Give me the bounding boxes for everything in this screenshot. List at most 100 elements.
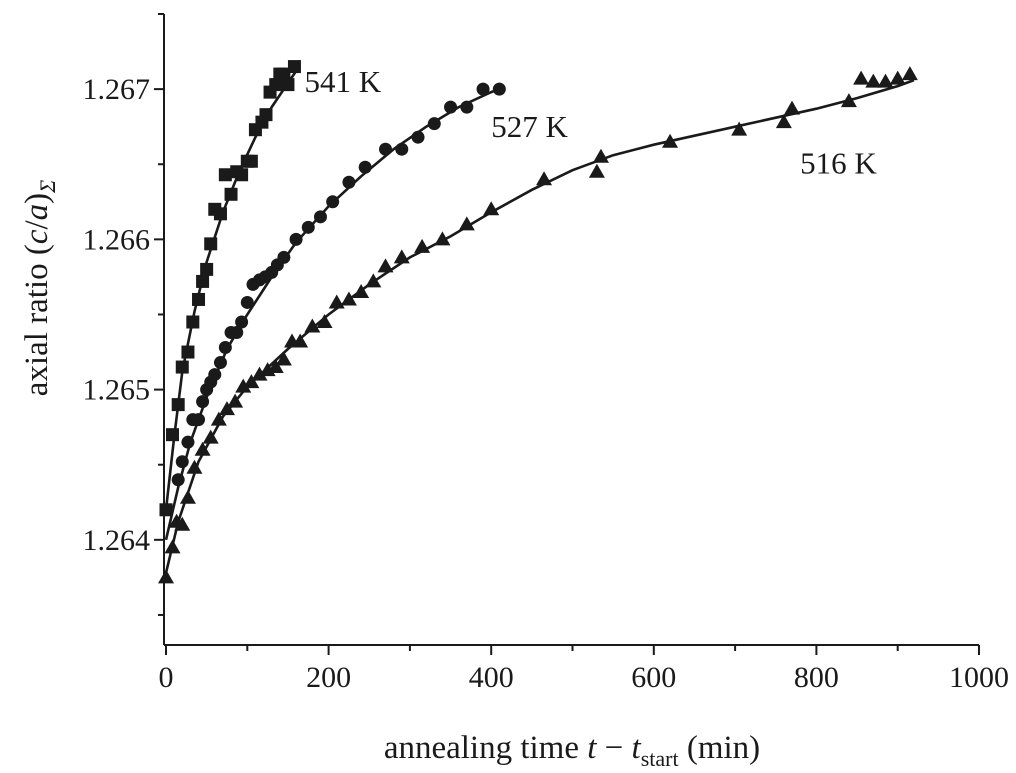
x-tick-label: 600	[631, 661, 676, 694]
data-point-541-k	[281, 78, 295, 92]
data-point-541-k	[224, 187, 238, 201]
data-point-516-k	[775, 114, 792, 129]
data-point-516-k	[889, 70, 906, 85]
data-point-516-k	[901, 66, 918, 81]
data-point-516-k	[235, 378, 252, 393]
x-tick-label: 400	[469, 661, 514, 694]
fit-curve-527-k	[164, 86, 504, 541]
data-point-541-k	[277, 67, 291, 81]
data-point-516-k	[865, 73, 882, 88]
data-point-516-k	[592, 148, 609, 163]
data-point-541-k	[204, 237, 218, 251]
data-point-527-k	[277, 250, 291, 264]
data-point-527-k	[218, 341, 232, 355]
data-point-516-k	[877, 73, 894, 88]
y-ticks: 1.264 1.265 1.266 1.267	[83, 13, 164, 616]
data-point-516-k	[731, 121, 748, 136]
data-point-516-k	[251, 366, 268, 381]
data-point-541-k	[269, 78, 283, 92]
x-tick-label: 1000	[949, 661, 1009, 694]
data-point-516-k	[434, 231, 451, 246]
y-title-a: a	[19, 204, 55, 221]
data-point-516-k	[194, 441, 211, 456]
data-point-516-k	[218, 401, 235, 416]
data-point-516-k	[414, 238, 431, 253]
data-point-516-k	[393, 249, 410, 264]
data-point-541-k	[235, 168, 249, 182]
data-point-527-k	[476, 82, 490, 96]
data-point-541-k	[159, 503, 173, 517]
data-point-541-k	[218, 168, 232, 182]
data-point-527-k	[379, 142, 393, 156]
axes: 0 200 400 600 800 1000 1.264 1.265 1.266 1.267	[83, 13, 1009, 694]
data-point-516-k	[588, 163, 605, 178]
data-point-516-k	[458, 216, 475, 231]
data-point-516-k	[292, 333, 309, 348]
x-title-minus: −	[596, 730, 631, 766]
y-tick-label: 1.264	[83, 524, 151, 557]
data-point-527-k	[235, 315, 249, 329]
data-point-541-k	[287, 60, 301, 74]
data-point-541-k	[186, 315, 200, 329]
data-point-516-k	[304, 318, 321, 333]
data-point-527-k	[208, 368, 222, 382]
data-point-516-k	[377, 258, 394, 273]
data-point-527-k	[342, 175, 356, 189]
y-title-sub: Σ	[35, 180, 60, 194]
data-point-527-k	[411, 130, 425, 144]
data-point-527-k	[181, 435, 195, 449]
data-point-527-k	[313, 210, 327, 224]
data-point-541-k	[171, 398, 185, 412]
data-point-516-k	[483, 201, 500, 216]
data-point-527-k	[358, 160, 372, 174]
data-point-527-k	[289, 232, 303, 246]
data-point-516-k	[784, 100, 801, 115]
data-point-527-k	[192, 413, 206, 427]
data-point-516-k	[662, 133, 679, 148]
x-title-unit: (min)	[679, 730, 761, 766]
data-point-516-k	[267, 359, 284, 374]
y-tick-label: 1.265	[83, 374, 151, 407]
data-point-527-k	[171, 473, 185, 487]
data-point-541-k	[166, 428, 180, 442]
x-title-sub: start	[641, 746, 679, 771]
data-point-527-k	[492, 82, 506, 96]
data-point-516-k	[174, 516, 191, 531]
data-point-527-k	[196, 395, 210, 409]
x-tick-label: 200	[306, 661, 351, 694]
data-point-527-k	[240, 295, 254, 309]
data-point-516-k	[275, 351, 292, 366]
data-point-541-k	[244, 154, 258, 168]
data-point-516-k	[227, 393, 244, 408]
y-title-slash: /	[19, 220, 55, 230]
data-point-541-k	[192, 292, 206, 306]
data-point-527-k	[230, 326, 244, 340]
data-point-516-k	[536, 171, 553, 186]
y-title-main: axial ratio (	[19, 244, 55, 396]
series-label-527-k: 527 K	[491, 109, 568, 144]
data-point-527-k	[326, 195, 340, 209]
y-title-close: )	[19, 193, 55, 204]
data-point-527-k	[301, 220, 315, 234]
data-point-527-k	[175, 455, 189, 469]
x-tick-label: 800	[794, 661, 839, 694]
data-point-516-k	[179, 489, 196, 504]
data-point-516-k	[202, 429, 219, 444]
data-point-516-k	[164, 539, 181, 554]
data-point-516-k	[840, 93, 857, 108]
data-point-541-k	[181, 345, 195, 359]
y-tick-label: 1.267	[83, 73, 151, 106]
data-point-541-k	[196, 274, 210, 288]
data-point-516-k	[340, 291, 357, 306]
x-ticks: 0 200 400 600 800 1000	[159, 645, 1009, 694]
y-title-c: c	[19, 229, 55, 244]
data-point-516-k	[353, 283, 370, 298]
data-point-516-k	[186, 459, 203, 474]
series-label-541-k: 541 K	[304, 64, 381, 99]
data-point-527-k	[444, 100, 458, 114]
data-point-541-k	[213, 207, 227, 221]
data-point-541-k	[175, 360, 189, 374]
data-point-527-k	[460, 100, 474, 114]
data-point-516-k	[365, 273, 382, 288]
